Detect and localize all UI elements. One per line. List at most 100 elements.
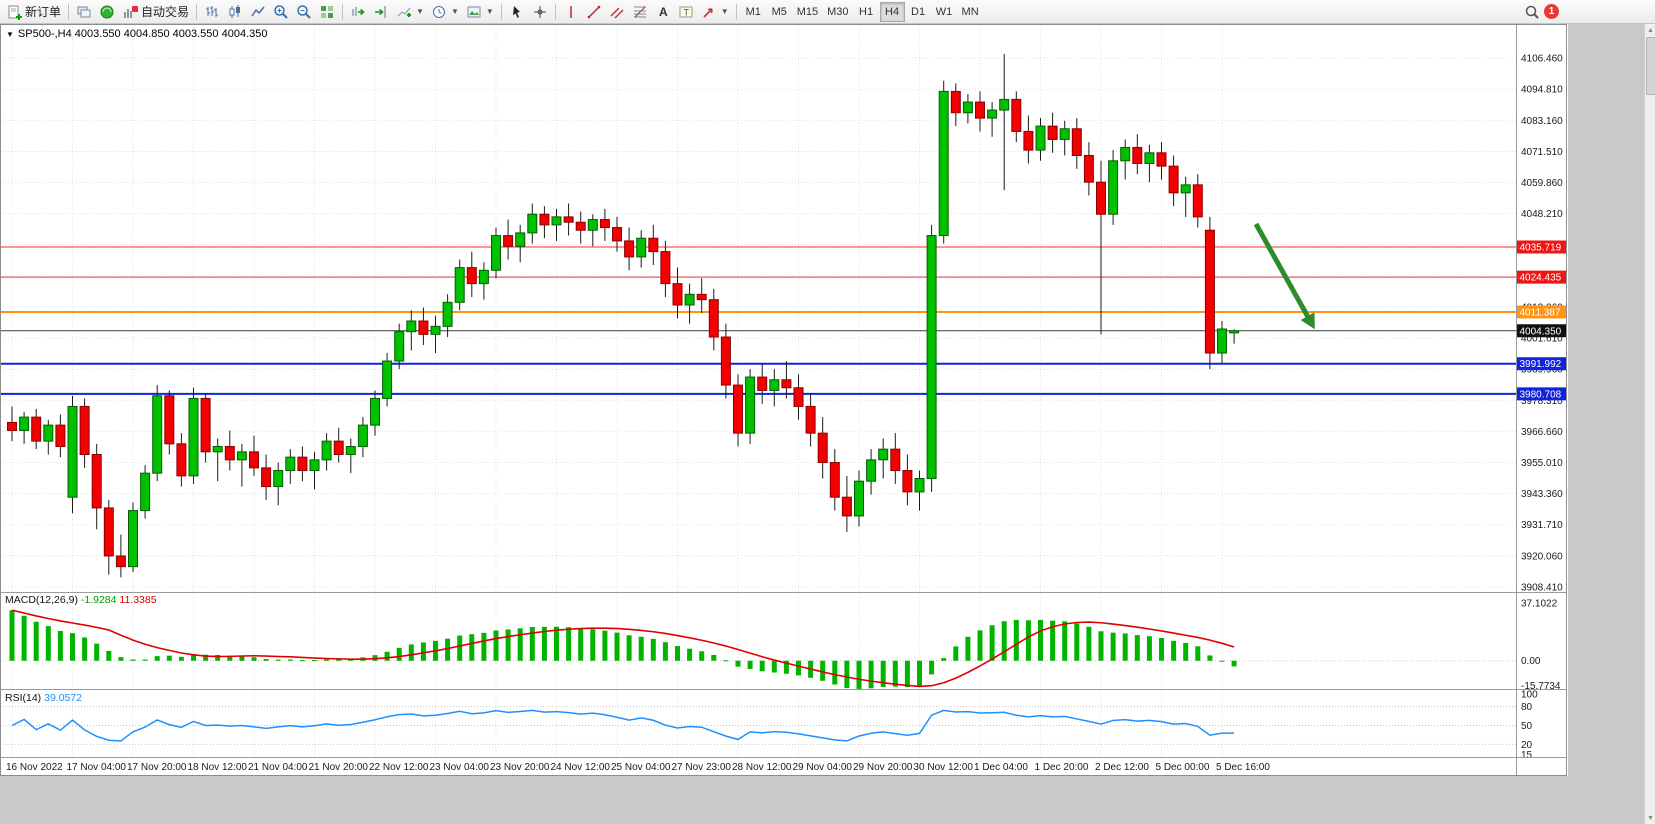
autotrading-icon	[122, 4, 139, 20]
bar-chart-button[interactable]	[201, 2, 223, 22]
zoom-out-button[interactable]	[293, 2, 315, 22]
candlestick-chart-button[interactable]	[224, 2, 246, 22]
notification-badge[interactable]: 1	[1544, 4, 1559, 19]
new-chart-button[interactable]	[73, 2, 95, 22]
chart-title-bar: ▼ SP500-,H4 4003.550 4004.850 4003.550 4…	[6, 28, 267, 40]
svg-text:4094.810: 4094.810	[1521, 85, 1563, 96]
svg-text:17 Nov 20:00: 17 Nov 20:00	[127, 762, 187, 773]
svg-text:3920.060: 3920.060	[1521, 551, 1563, 562]
bar-chart-icon	[204, 4, 220, 20]
macd-panel[interactable]: MACD(12,26,9) -1.9284 11.3385 37.1022 0.00…	[0, 594, 1561, 692]
text-label-button[interactable]: T	[675, 2, 697, 22]
collapse-triangle-icon[interactable]: ▼	[6, 29, 14, 39]
timeframe-m30-button[interactable]: M30	[823, 2, 852, 22]
cursor-button[interactable]	[506, 2, 528, 22]
price-badges: 4035.719 4024.435 4011.387 3991.992 3980.708…	[1517, 240, 1566, 401]
channel-icon	[609, 4, 625, 20]
community-icon	[99, 4, 115, 20]
svg-text:A: A	[659, 5, 668, 19]
channel-button[interactable]	[606, 2, 628, 22]
svg-text:17 Nov 04:00: 17 Nov 04:00	[67, 762, 127, 773]
timeframe-d1-button[interactable]: D1	[906, 2, 931, 22]
trendline-button[interactable]	[583, 2, 605, 22]
svg-text:21 Nov 04:00: 21 Nov 04:00	[248, 762, 308, 773]
line-chart-button[interactable]	[247, 2, 269, 22]
candlestick-chart-icon	[227, 4, 243, 20]
svg-text:3955.010: 3955.010	[1521, 458, 1563, 469]
svg-text:80: 80	[1521, 702, 1533, 713]
time-axis[interactable]: 16 Nov 2022 17 Nov 04:00 17 Nov 20:00 18 No…	[0, 758, 1568, 776]
chart-shift-button[interactable]	[370, 2, 392, 22]
timeframe-w1-button[interactable]: W1	[932, 2, 957, 22]
scroll-down-arrow-icon[interactable]: ▼	[1647, 814, 1654, 822]
svg-text:21 Nov 20:00: 21 Nov 20:00	[309, 762, 369, 773]
tile-windows-icon	[319, 4, 335, 20]
text-icon: A	[655, 4, 671, 20]
svg-text:15: 15	[1521, 750, 1533, 761]
vertical-line-button[interactable]	[560, 2, 582, 22]
zoom-in-button[interactable]	[270, 2, 292, 22]
svg-text:4035.719: 4035.719	[1520, 242, 1562, 253]
candles	[7, 54, 1240, 578]
trend-arrow-annotation[interactable]	[1253, 222, 1315, 330]
cursor-icon	[509, 4, 525, 20]
horizontal-lines[interactable]	[0, 246, 1516, 395]
vertical-scrollbar[interactable]: ▲ ▼	[1644, 24, 1655, 824]
tile-windows-button[interactable]	[316, 2, 338, 22]
autoscroll-button[interactable]	[347, 2, 369, 22]
chevron-down-icon: ▼	[485, 7, 494, 16]
chart-canvas[interactable]: MACD(12,26,9) -1.9284 11.3385 37.1022 0.00…	[0, 24, 1568, 776]
svg-text:4071.510: 4071.510	[1521, 147, 1563, 158]
periods-button[interactable]: ▼	[428, 2, 462, 22]
community-button[interactable]	[96, 2, 118, 22]
chevron-down-icon: ▼	[720, 7, 729, 16]
svg-text:3943.360: 3943.360	[1521, 489, 1563, 500]
timeframe-h1-button[interactable]: H1	[854, 2, 879, 22]
svg-text:50: 50	[1521, 721, 1533, 732]
chart-title-text: SP500-,H4 4003.550 4004.850 4003.550 400…	[17, 28, 268, 40]
svg-text:37.1022: 37.1022	[1521, 598, 1558, 609]
text-button[interactable]: A	[652, 2, 674, 22]
svg-text:29 Nov 04:00: 29 Nov 04:00	[793, 762, 853, 773]
chart-plot-area[interactable]	[0, 24, 1516, 592]
macd-label: MACD(12,26,9) -1.9284 11.3385	[5, 594, 157, 606]
svg-text:1 Dec 04:00: 1 Dec 04:00	[974, 762, 1028, 773]
search-icon	[1524, 4, 1540, 20]
rsi-label: RSI(14) 39.0572	[5, 692, 82, 704]
indicators-button[interactable]: ▼	[393, 2, 427, 22]
svg-text:23 Nov 04:00: 23 Nov 04:00	[430, 762, 490, 773]
svg-text:18 Nov 12:00: 18 Nov 12:00	[188, 762, 248, 773]
crosshair-button[interactable]	[529, 2, 551, 22]
timeframe-m5-button[interactable]: M5	[767, 2, 792, 22]
timeframe-h4-button[interactable]: H4	[879, 1, 905, 22]
autotrading-button[interactable]: 自动交易	[119, 2, 192, 22]
arrows-button[interactable]: ▼	[698, 2, 732, 22]
arrow-object-icon	[701, 4, 717, 20]
vertical-line-icon	[563, 4, 579, 20]
svg-text:3908.410: 3908.410	[1521, 582, 1563, 593]
timeframe-mn-button[interactable]: MN	[958, 2, 983, 22]
separator	[554, 3, 556, 20]
svg-text:30 Nov 12:00: 30 Nov 12:00	[914, 762, 974, 773]
timeframe-m1-button[interactable]: M1	[741, 2, 766, 22]
svg-text:0.00: 0.00	[1521, 656, 1541, 667]
svg-text:2 Dec 12:00: 2 Dec 12:00	[1095, 762, 1149, 773]
line-chart-icon	[250, 4, 266, 20]
chevron-down-icon: ▼	[450, 7, 459, 16]
svg-text:3978.310: 3978.310	[1521, 396, 1563, 407]
scrollbar-thumb[interactable]	[1646, 37, 1655, 95]
svg-text:3991.992: 3991.992	[1520, 359, 1562, 370]
crosshair-icon	[532, 4, 548, 20]
clock-icon	[431, 4, 447, 20]
scroll-up-arrow-icon[interactable]: ▲	[1647, 26, 1654, 34]
search-button[interactable]	[1521, 2, 1543, 22]
svg-text:5 Dec 16:00: 5 Dec 16:00	[1216, 762, 1270, 773]
svg-text:4004.350: 4004.350	[1520, 326, 1562, 337]
templates-button[interactable]: ▼	[463, 2, 497, 22]
chart-shift-icon	[373, 4, 389, 20]
timeframe-m15-button[interactable]: M15	[793, 2, 822, 22]
fibonacci-button[interactable]	[629, 2, 651, 22]
new-order-button[interactable]: 新订单	[3, 2, 64, 22]
svg-text:T: T	[683, 7, 689, 17]
